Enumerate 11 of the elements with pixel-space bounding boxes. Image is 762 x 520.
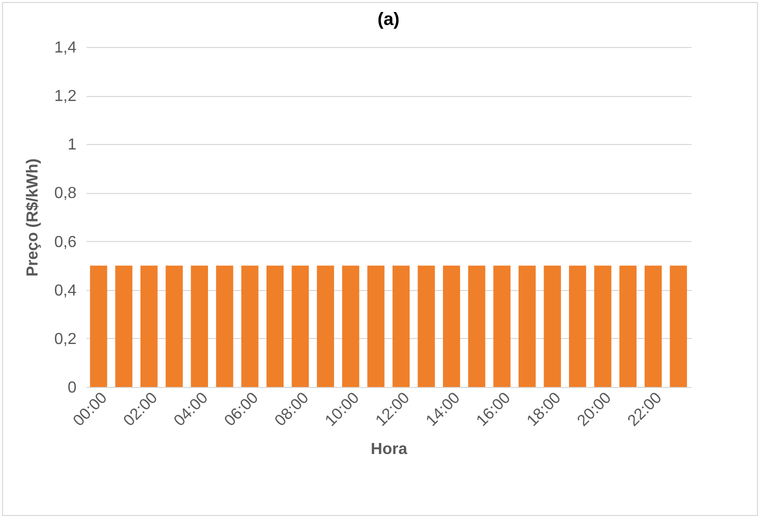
y-tick-label: 1 — [68, 136, 77, 154]
y-tick-label: 0 — [68, 380, 77, 396]
y-tick-label: 0,8 — [54, 185, 77, 202]
y-axis-title: Preço (R$/kWh) — [24, 158, 42, 277]
y-tick-label: 1,4 — [54, 40, 77, 56]
x-axis-title: Hora — [370, 441, 408, 458]
y-tick-label: 0,4 — [54, 282, 77, 300]
y-tick-label: 0,2 — [54, 330, 77, 348]
chart-title: (a) — [378, 9, 400, 29]
y-tick-label: 1,2 — [54, 88, 77, 106]
y-tick-label: 0,6 — [54, 234, 77, 251]
